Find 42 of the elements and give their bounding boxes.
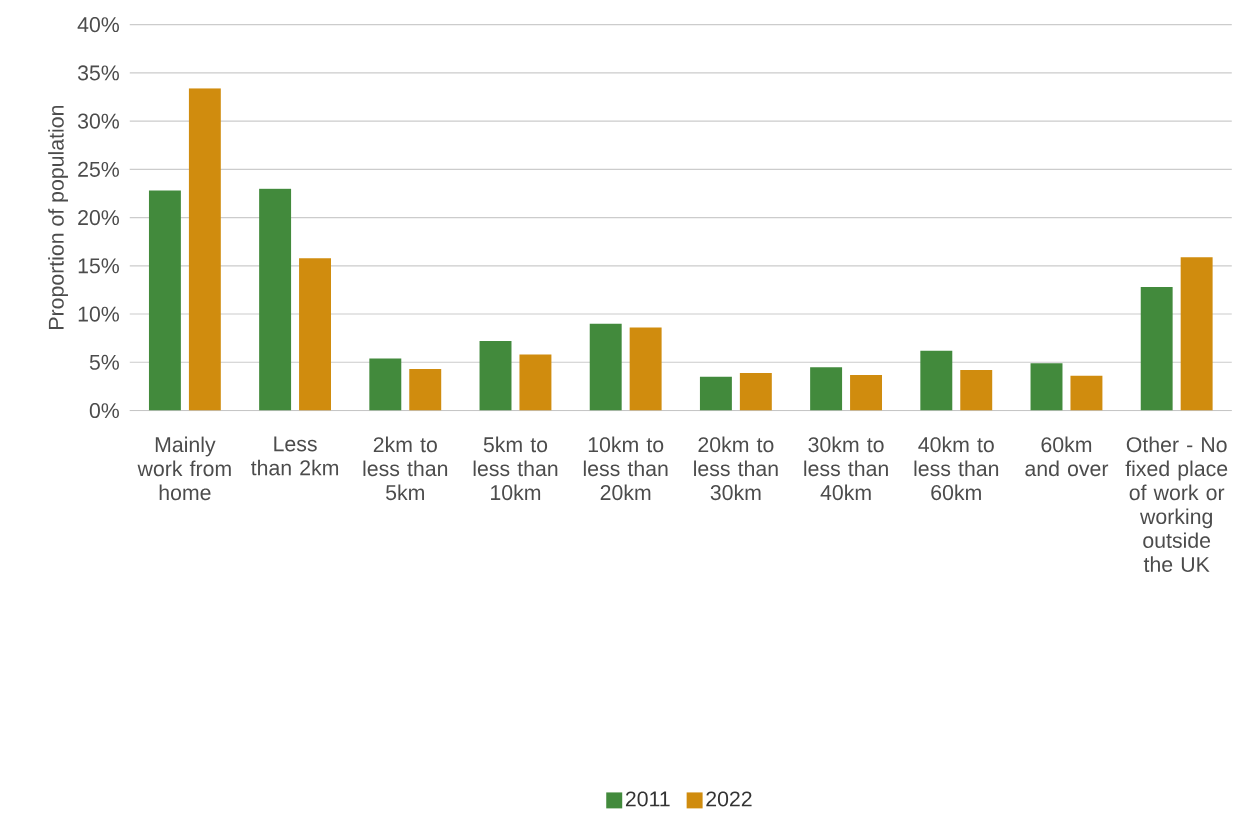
bar [1180, 257, 1213, 411]
bar [699, 376, 732, 411]
y-tick-label: 20% [78, 210, 119, 226]
bar [409, 369, 442, 411]
y-tick-label: 40% [77, 17, 119, 33]
y-tick-label: 35% [77, 65, 119, 81]
legend-label: 2022 [706, 791, 752, 807]
x-tick-label: 10km to less than 20km [583, 436, 668, 501]
bar [739, 373, 772, 411]
x-tick-label: 5km to less than 10km [473, 436, 558, 501]
x-tick-label: 2km to less than 5km [363, 436, 448, 501]
y-axis-title: Proportion of population [48, 106, 68, 330]
y-tick-label: 5% [89, 354, 119, 370]
bar [148, 190, 181, 411]
x-tick-label: 20km to less than 30km [694, 436, 778, 501]
bar [629, 327, 662, 411]
bar [259, 188, 292, 411]
bar [1140, 287, 1173, 411]
bar [479, 341, 512, 411]
bar [810, 367, 843, 411]
bar [519, 354, 552, 411]
bar [960, 370, 993, 411]
y-tick-label: 25% [78, 161, 119, 178]
y-tick-label: 0% [89, 403, 119, 419]
x-tick-label: Less than 2km [251, 436, 339, 476]
x-tick-label: 60km and over [1025, 436, 1109, 477]
y-tick-label: 15% [78, 258, 119, 274]
bar [1030, 363, 1063, 411]
x-tick-label: 40km to less than 60km [914, 436, 999, 501]
x-tick-label: Other - No fixed place of work or working outside the UK [1125, 436, 1228, 573]
legend-label: 2011 [625, 791, 670, 807]
bar [369, 358, 402, 411]
x-tick-label: 30km to less than 40km [804, 436, 888, 501]
y-tick-label: 10% [78, 306, 119, 322]
bar [188, 88, 221, 411]
bar [920, 350, 953, 411]
bar [1070, 375, 1103, 411]
x-tick-label: Mainly work from home [137, 436, 231, 501]
bar [299, 258, 332, 411]
bar [589, 323, 622, 411]
y-tick-label: 30% [77, 113, 119, 129]
bar [850, 375, 883, 411]
